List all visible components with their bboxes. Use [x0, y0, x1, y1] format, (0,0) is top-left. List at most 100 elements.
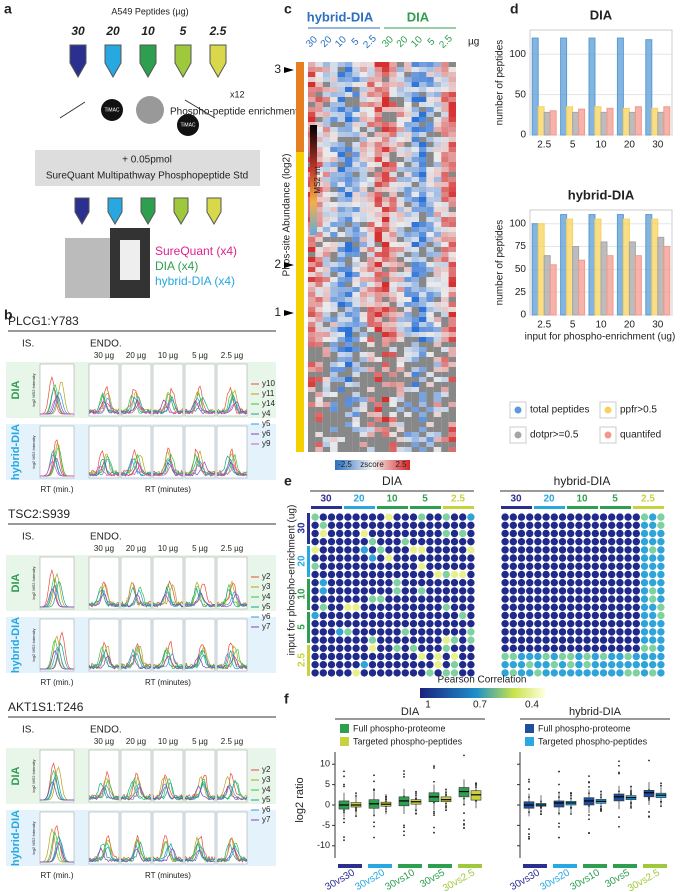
trace	[40, 781, 74, 801]
corr-dot	[534, 562, 542, 570]
heat-cell	[352, 152, 360, 157]
heat-cell	[322, 272, 331, 277]
heat-cell	[330, 102, 338, 107]
heat-cell	[374, 202, 382, 207]
corr-dot	[409, 513, 418, 521]
corr-dot	[434, 546, 442, 554]
heat-cell	[419, 97, 427, 102]
heat-cell	[359, 317, 368, 322]
heat-cell	[374, 377, 382, 382]
heat-cell	[441, 402, 449, 407]
corr-dot	[657, 513, 665, 521]
amount-header: 30 µg	[94, 737, 114, 746]
heat-cell	[404, 102, 412, 107]
row-label: DIA	[10, 766, 22, 785]
corr-dot	[558, 579, 567, 587]
heat-cell	[396, 202, 405, 207]
heat-cell	[330, 197, 338, 202]
heat-cell	[315, 437, 323, 442]
heat-cell	[396, 362, 405, 367]
corr-dot	[616, 579, 624, 587]
corr-dot	[501, 652, 509, 661]
heat-cell	[411, 162, 419, 167]
heat-cell	[382, 417, 390, 422]
heat-cell	[448, 372, 456, 377]
heat-cell	[396, 417, 405, 422]
heat-cell	[426, 202, 434, 207]
heat-cell	[337, 217, 345, 222]
amount-bar	[600, 506, 631, 509]
corr-dot	[649, 644, 657, 652]
corr-dot	[575, 554, 583, 562]
heat-cell	[367, 337, 375, 342]
corr-dot	[393, 587, 401, 595]
heat-cell	[359, 377, 368, 382]
heat-cell	[322, 352, 331, 357]
corr-dot	[632, 603, 640, 611]
corr-dot	[517, 611, 526, 620]
trace-box	[152, 556, 184, 610]
legend-entry: y14	[262, 399, 275, 408]
heat-cell	[367, 107, 375, 112]
amount-bar	[307, 645, 310, 676]
y-label: log2 MS2 Intensity	[31, 760, 36, 793]
heat-cell	[411, 117, 419, 122]
heat-cell	[322, 132, 331, 137]
heat-cell	[345, 402, 353, 407]
corr-dot	[616, 521, 624, 529]
outlier	[588, 786, 590, 788]
heat-cell	[396, 332, 405, 337]
heat-cell	[389, 122, 397, 127]
heat-cell	[382, 207, 390, 212]
trace	[216, 403, 248, 415]
heat-cell	[404, 122, 412, 127]
heat-cell	[426, 367, 434, 372]
heat-cell	[419, 407, 427, 412]
corr-dot	[401, 603, 409, 611]
heat-cell	[411, 372, 419, 377]
heat-cell	[337, 232, 345, 237]
corr-dot	[459, 513, 467, 521]
heat-cell	[448, 342, 456, 347]
corr-dot	[567, 529, 575, 538]
heat-cell	[345, 227, 353, 232]
heat-cell	[433, 302, 442, 307]
heat-cell	[382, 392, 390, 397]
corr-dot	[377, 538, 385, 546]
heat-cell	[337, 297, 345, 302]
corr-dot	[550, 538, 558, 546]
corr-dot	[360, 513, 368, 521]
heat-cell	[352, 107, 360, 112]
amount-bar	[307, 513, 310, 544]
heat-cell	[426, 227, 434, 232]
heat-cell	[411, 367, 419, 372]
corr-dot	[344, 611, 352, 620]
heat-cell	[330, 217, 338, 222]
corr-dot	[426, 669, 434, 677]
corr-dot	[450, 562, 459, 570]
corr-dot	[509, 579, 517, 587]
corr-dot	[501, 620, 509, 628]
heat-cell	[315, 352, 323, 357]
x-tick-label: 10	[595, 320, 607, 331]
corr-dot	[501, 603, 509, 611]
corr-dot	[336, 669, 344, 677]
corr-dot	[409, 628, 418, 636]
heat-cell	[411, 247, 419, 252]
bar	[588, 37, 596, 136]
amount-label: 2.5	[209, 24, 227, 38]
corr-dot	[657, 579, 665, 587]
heat-cell	[441, 112, 449, 117]
trace	[216, 786, 248, 801]
heat-cell	[322, 107, 331, 112]
corr-dot	[591, 661, 599, 669]
heat-cell	[433, 387, 442, 392]
corr-dot	[360, 538, 368, 546]
heat-cell	[367, 212, 375, 217]
corr-dot	[418, 546, 426, 554]
corr-dot	[467, 620, 475, 628]
corr-dot	[344, 579, 352, 587]
corr-dot	[401, 661, 409, 669]
corr-dot	[624, 603, 632, 611]
heat-cell	[359, 187, 368, 192]
